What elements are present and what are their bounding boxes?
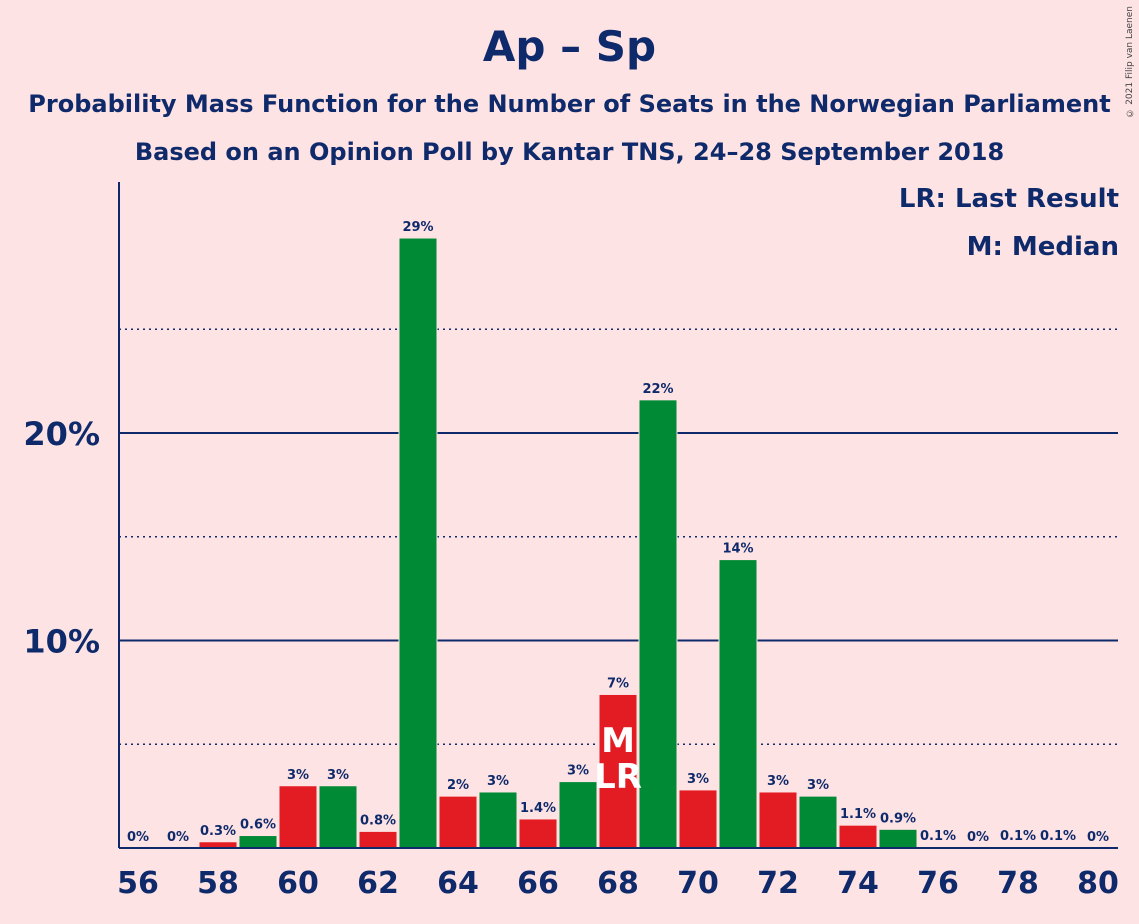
bar [278, 785, 318, 849]
bar-value-label: 0.1% [920, 829, 956, 844]
y-tick-label: 10% [23, 623, 100, 661]
bar-value-label: 3% [767, 774, 789, 789]
bar-value-label: 0% [1087, 830, 1109, 845]
x-tick-label: 80 [1077, 866, 1119, 901]
bar-value-label: 22% [642, 382, 673, 397]
median-marker: M [601, 721, 635, 761]
bar [678, 789, 718, 849]
y-tick-label: 20% [23, 415, 100, 453]
x-tick-label: 78 [997, 866, 1039, 901]
bar [238, 835, 278, 849]
bar-value-label: 7% [607, 676, 629, 691]
bar-value-label: 0% [967, 830, 989, 845]
x-tick-label: 64 [437, 866, 479, 901]
bar [438, 795, 478, 849]
bar [558, 781, 598, 849]
bar-value-label: 0.9% [880, 811, 916, 826]
bar-value-label: 0.3% [200, 824, 236, 839]
bar [318, 785, 358, 849]
bar-value-label: 3% [567, 764, 589, 779]
bar [838, 824, 878, 849]
bar-value-label: 1.4% [520, 801, 556, 816]
chart-subtitle-2: Based on an Opinion Poll by Kantar TNS, … [134, 138, 1005, 166]
x-tick-label: 58 [197, 866, 239, 901]
bar-value-label: 14% [722, 542, 753, 557]
bar-value-label: 0.1% [1040, 829, 1076, 844]
bar-value-label: 0.8% [360, 813, 396, 828]
x-tick-label: 70 [677, 866, 719, 901]
bar [518, 818, 558, 849]
x-tick-label: 66 [517, 866, 559, 901]
bar-value-label: 0.6% [240, 818, 276, 833]
bar-value-label: 3% [807, 778, 829, 793]
bar-value-label: 3% [487, 774, 509, 789]
bar-value-label: 29% [402, 220, 433, 235]
bar [478, 791, 518, 849]
last-result-marker: LR [594, 757, 642, 797]
legend-last-result: LR: Last Result [898, 184, 1119, 214]
bar-value-label: 0% [127, 830, 149, 845]
bar-value-label: 3% [287, 768, 309, 783]
bar-value-label: 3% [687, 772, 709, 787]
x-tick-label: 74 [837, 866, 879, 901]
bar [398, 237, 438, 849]
bar [878, 828, 918, 849]
bar [718, 559, 758, 849]
x-tick-label: 60 [277, 866, 319, 901]
x-tick-label: 62 [357, 866, 399, 901]
x-tick-label: 68 [597, 866, 639, 901]
bar-value-label: 2% [447, 778, 469, 793]
x-tick-label: 72 [757, 866, 799, 901]
bar-value-label: 0% [167, 830, 189, 845]
chart-title: Ap – Sp [482, 22, 657, 71]
legend-median: M: Median [966, 232, 1119, 262]
bar-value-label: 0.1% [1000, 829, 1036, 844]
bar [758, 791, 798, 849]
bar-value-label: 3% [327, 768, 349, 783]
bar [638, 399, 678, 849]
bar [798, 795, 838, 849]
bar [358, 830, 398, 849]
bar-value-label: 1.1% [840, 807, 876, 822]
x-tick-label: 56 [117, 866, 159, 901]
x-tick-label: 76 [917, 866, 959, 901]
bar [598, 693, 638, 849]
chart-subtitle: Probability Mass Function for the Number… [28, 90, 1111, 118]
